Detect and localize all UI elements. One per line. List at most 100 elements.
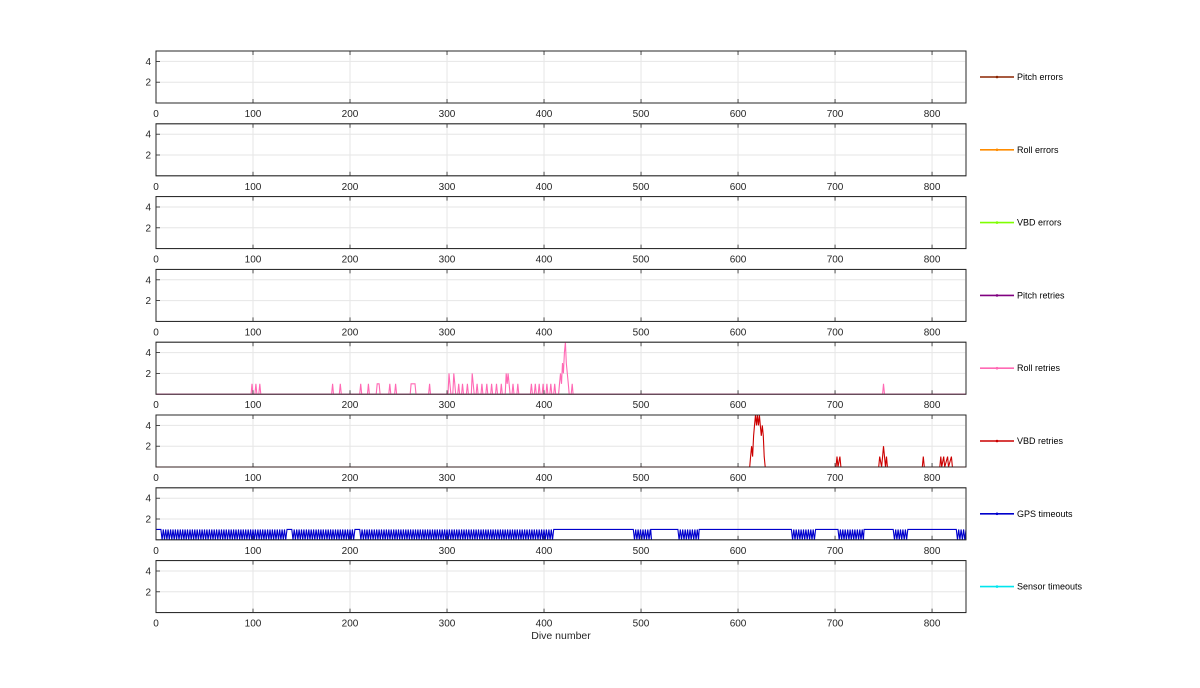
legend-entry: Pitch errors <box>980 72 1064 82</box>
x-tick-label: 800 <box>924 619 941 630</box>
x-tick-label: 0 <box>153 546 159 557</box>
x-tick-label: 600 <box>730 182 747 193</box>
panel-vbd-errors: 0 100 200 300 400 500 600 700 800 2 4 VBD errors <box>145 196 1062 266</box>
x-tick-label: 200 <box>342 473 359 484</box>
legend-marker <box>995 366 999 370</box>
x-tick-label: 500 <box>633 327 650 338</box>
legend-entry: Roll retries <box>980 363 1061 373</box>
series-line <box>156 528 967 540</box>
axes-border <box>155 50 967 104</box>
x-tick-label: 0 <box>153 619 159 630</box>
x-tick-label: 800 <box>924 109 941 120</box>
x-tick-label: 200 <box>342 400 359 411</box>
x-tick-label: 700 <box>827 327 844 338</box>
x-tick-label: 600 <box>730 619 747 630</box>
legend-label: Roll errors <box>1017 145 1059 155</box>
axes-border <box>155 341 967 395</box>
x-tick-label: 600 <box>730 400 747 411</box>
legend-entry: GPS timeouts <box>980 509 1073 519</box>
legend-marker <box>995 585 999 588</box>
x-tick-label: 100 <box>245 255 262 266</box>
legend-marker <box>995 439 999 443</box>
y-tick-label: 4 <box>145 275 151 286</box>
panel-gps-timeouts: 0 100 200 300 400 500 600 700 800 2 4 GPS timeouts <box>145 487 1073 557</box>
y-tick-label: 4 <box>145 130 151 141</box>
y-tick-label: 4 <box>145 57 151 68</box>
x-tick-label: 500 <box>633 619 650 630</box>
legend-entry: Pitch retries <box>980 290 1065 300</box>
legend-label: Sensor timeouts <box>1017 582 1083 592</box>
y-tick-label: 4 <box>145 203 151 214</box>
x-axis-label: Dive number <box>531 630 591 642</box>
legend-entry: VBD retries <box>980 436 1064 446</box>
x-tick-label: 200 <box>342 109 359 120</box>
y-tick-label: 4 <box>145 494 151 505</box>
y-tick-label: 2 <box>145 369 151 380</box>
legend-label: GPS timeouts <box>1017 509 1073 519</box>
x-tick-label: 100 <box>245 182 262 193</box>
y-tick-label: 2 <box>145 515 151 526</box>
x-tick-label: 400 <box>536 255 553 266</box>
y-tick-label: 2 <box>145 442 151 453</box>
x-tick-label: 800 <box>924 255 941 266</box>
axes-border <box>155 414 967 468</box>
axes-frame <box>155 268 967 322</box>
axes-frame <box>155 50 967 104</box>
axes-frame <box>155 414 967 468</box>
x-tick-label: 800 <box>924 400 941 411</box>
x-tick-label: 100 <box>245 546 262 557</box>
x-tick-label: 0 <box>153 473 159 484</box>
x-tick-label: 500 <box>633 473 650 484</box>
x-tick-label: 700 <box>827 109 844 120</box>
legend-entry: Sensor timeouts <box>980 582 1083 592</box>
x-tick-label: 200 <box>342 327 359 338</box>
x-tick-label: 0 <box>153 109 159 120</box>
legend-marker <box>995 221 999 224</box>
x-tick-label: 800 <box>924 546 941 557</box>
legend-label: VBD retries <box>1017 436 1064 446</box>
y-tick-label: 4 <box>145 421 151 432</box>
x-tick-label: 0 <box>153 327 159 338</box>
x-tick-label: 500 <box>633 109 650 120</box>
x-tick-label: 400 <box>536 546 553 557</box>
x-tick-label: 500 <box>633 182 650 193</box>
legend-entry: VBD errors <box>980 218 1062 228</box>
axes-frame <box>155 123 967 177</box>
x-tick-label: 100 <box>245 327 262 338</box>
x-tick-label: 600 <box>730 473 747 484</box>
x-tick-label: 400 <box>536 400 553 411</box>
x-tick-label: 100 <box>245 400 262 411</box>
x-tick-label: 0 <box>153 400 159 411</box>
y-tick-label: 2 <box>145 587 151 598</box>
legend-label: Pitch errors <box>1017 72 1064 82</box>
axes-frame <box>155 196 967 250</box>
axes-border <box>155 196 967 250</box>
x-tick-label: 200 <box>342 255 359 266</box>
x-tick-label: 400 <box>536 182 553 193</box>
x-tick-label: 0 <box>153 182 159 193</box>
y-tick-label: 2 <box>145 296 151 307</box>
panel-roll-retries: 0 100 200 300 400 500 600 700 800 2 4 Roll retries <box>145 341 1061 411</box>
x-tick-label: 100 <box>245 619 262 630</box>
x-tick-label: 400 <box>536 473 553 484</box>
x-tick-label: 700 <box>827 546 844 557</box>
axes-frame <box>155 341 967 395</box>
y-tick-label: 4 <box>145 567 151 578</box>
axes-border <box>155 560 967 614</box>
legend-marker <box>995 148 999 152</box>
x-tick-label: 200 <box>342 619 359 630</box>
axes-border <box>155 487 967 541</box>
x-tick-label: 500 <box>633 546 650 557</box>
legend-marker <box>995 512 999 516</box>
x-tick-label: 800 <box>924 327 941 338</box>
x-tick-label: 600 <box>730 546 747 557</box>
x-tick-label: 100 <box>245 473 262 484</box>
x-tick-label: 300 <box>439 109 456 120</box>
legend-marker <box>995 294 999 297</box>
x-tick-label: 600 <box>730 255 747 266</box>
x-tick-label: 400 <box>536 109 553 120</box>
x-tick-label: 200 <box>342 182 359 193</box>
y-tick-label: 2 <box>145 151 151 162</box>
